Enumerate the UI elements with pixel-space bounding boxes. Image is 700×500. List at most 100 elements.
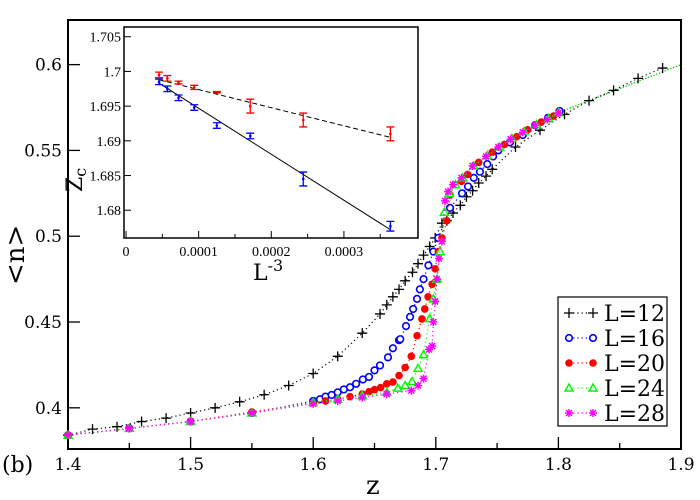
inset-data-point — [177, 96, 180, 100]
data-point — [434, 254, 443, 263]
data-point — [608, 85, 619, 96]
inset-y-tick-label: 1.695 — [90, 100, 122, 115]
data-point — [321, 397, 330, 405]
data-point — [455, 200, 466, 211]
data-point — [543, 115, 552, 124]
data-point — [409, 304, 418, 314]
data-point — [518, 128, 527, 137]
data-point — [210, 402, 221, 413]
svg-text:L-3: L-3 — [253, 256, 283, 286]
inset-x-tick-label: 0 — [123, 245, 130, 260]
data-point — [457, 189, 467, 198]
data-point — [413, 258, 424, 269]
data-point — [431, 297, 440, 306]
data-point — [565, 409, 573, 417]
svg-text:Zc: Zc — [63, 168, 90, 192]
y-tick-label: 0.4 — [35, 399, 62, 419]
inset-y-tick-label: 1.685 — [90, 170, 122, 185]
inset-data-point — [248, 134, 252, 138]
data-point — [247, 408, 256, 417]
data-point — [418, 349, 429, 359]
data-point — [419, 374, 428, 383]
inset-x-tick-label: 0.0001 — [179, 245, 218, 260]
inset-x-tick-label: 0.0003 — [325, 245, 364, 260]
data-point — [407, 267, 418, 278]
data-point — [589, 359, 597, 367]
data-point — [428, 342, 437, 351]
inset-y-label-subscript: c — [71, 168, 90, 177]
x-tick-label: 1.4 — [54, 455, 81, 475]
data-point — [467, 185, 478, 196]
data-point — [487, 164, 498, 175]
inset-x-label-exponent: -3 — [268, 256, 284, 275]
data-point — [469, 173, 478, 182]
data-point — [510, 141, 521, 152]
data-point — [413, 331, 421, 340]
data-point — [396, 335, 405, 344]
data-point — [657, 63, 668, 74]
inset-data-point — [157, 80, 161, 84]
y-tick-label: 0.55 — [24, 141, 62, 161]
legend-item: L=16 — [564, 327, 665, 352]
data-point — [448, 180, 457, 189]
data-point — [488, 148, 496, 156]
data-point — [381, 299, 392, 310]
data-point — [364, 372, 374, 382]
data-point — [584, 95, 595, 106]
main-x-axis-label: z — [366, 471, 380, 500]
data-point — [383, 353, 393, 362]
data-point — [358, 393, 367, 402]
data-point — [395, 371, 403, 380]
inset-x-tick-label: 0.0002 — [252, 245, 291, 260]
data-point — [437, 237, 446, 246]
data-point — [309, 399, 318, 408]
x-tick-label: 1.8 — [545, 455, 572, 475]
data-point — [125, 424, 134, 433]
legend-item: L=28 — [565, 402, 665, 427]
inset-data-point — [177, 81, 180, 84]
inset-plot: 0 0.0001 0.0002 0.0003 1.68 1.685 1.69 1.695 1.7… — [90, 26, 419, 260]
inset-data-point — [166, 87, 169, 91]
data-point — [444, 187, 453, 196]
data-point — [420, 305, 429, 313]
inset-data-point — [248, 104, 252, 108]
data-point — [387, 291, 398, 302]
y-tick-label: 0.5 — [35, 227, 62, 247]
data-point — [587, 382, 599, 392]
data-point — [531, 121, 540, 130]
data-point — [633, 73, 644, 84]
data-point — [352, 379, 361, 388]
data-point — [433, 275, 442, 284]
data-point — [440, 196, 449, 205]
inset-data-point — [301, 177, 305, 181]
inset-data-point — [389, 132, 392, 136]
data-point — [588, 308, 598, 318]
inset-y-tick-label: 1.69 — [97, 135, 122, 150]
data-point — [424, 241, 435, 252]
data-point — [161, 413, 172, 424]
data-point — [392, 382, 404, 392]
inset-data-point — [389, 224, 392, 228]
x-tick-label: 1.6 — [300, 455, 327, 475]
legend-label: L=28 — [604, 402, 665, 427]
data-point — [382, 390, 391, 399]
data-point — [375, 361, 385, 370]
data-point — [419, 275, 428, 284]
inset-data-point — [166, 77, 169, 80]
inset-data-point — [192, 86, 196, 89]
data-point — [283, 380, 294, 391]
data-point — [401, 322, 411, 331]
data-point — [112, 421, 123, 432]
data-point — [407, 352, 416, 361]
data-point — [136, 416, 147, 427]
data-point — [406, 376, 418, 386]
data-point — [388, 344, 397, 353]
data-point — [443, 216, 451, 225]
data-point — [463, 170, 472, 179]
series-l-28 — [64, 109, 563, 440]
inset-series-red — [155, 71, 395, 142]
data-point — [475, 167, 485, 176]
inset-x-axis-label: L-3 — [253, 256, 283, 286]
data-point — [424, 261, 433, 270]
